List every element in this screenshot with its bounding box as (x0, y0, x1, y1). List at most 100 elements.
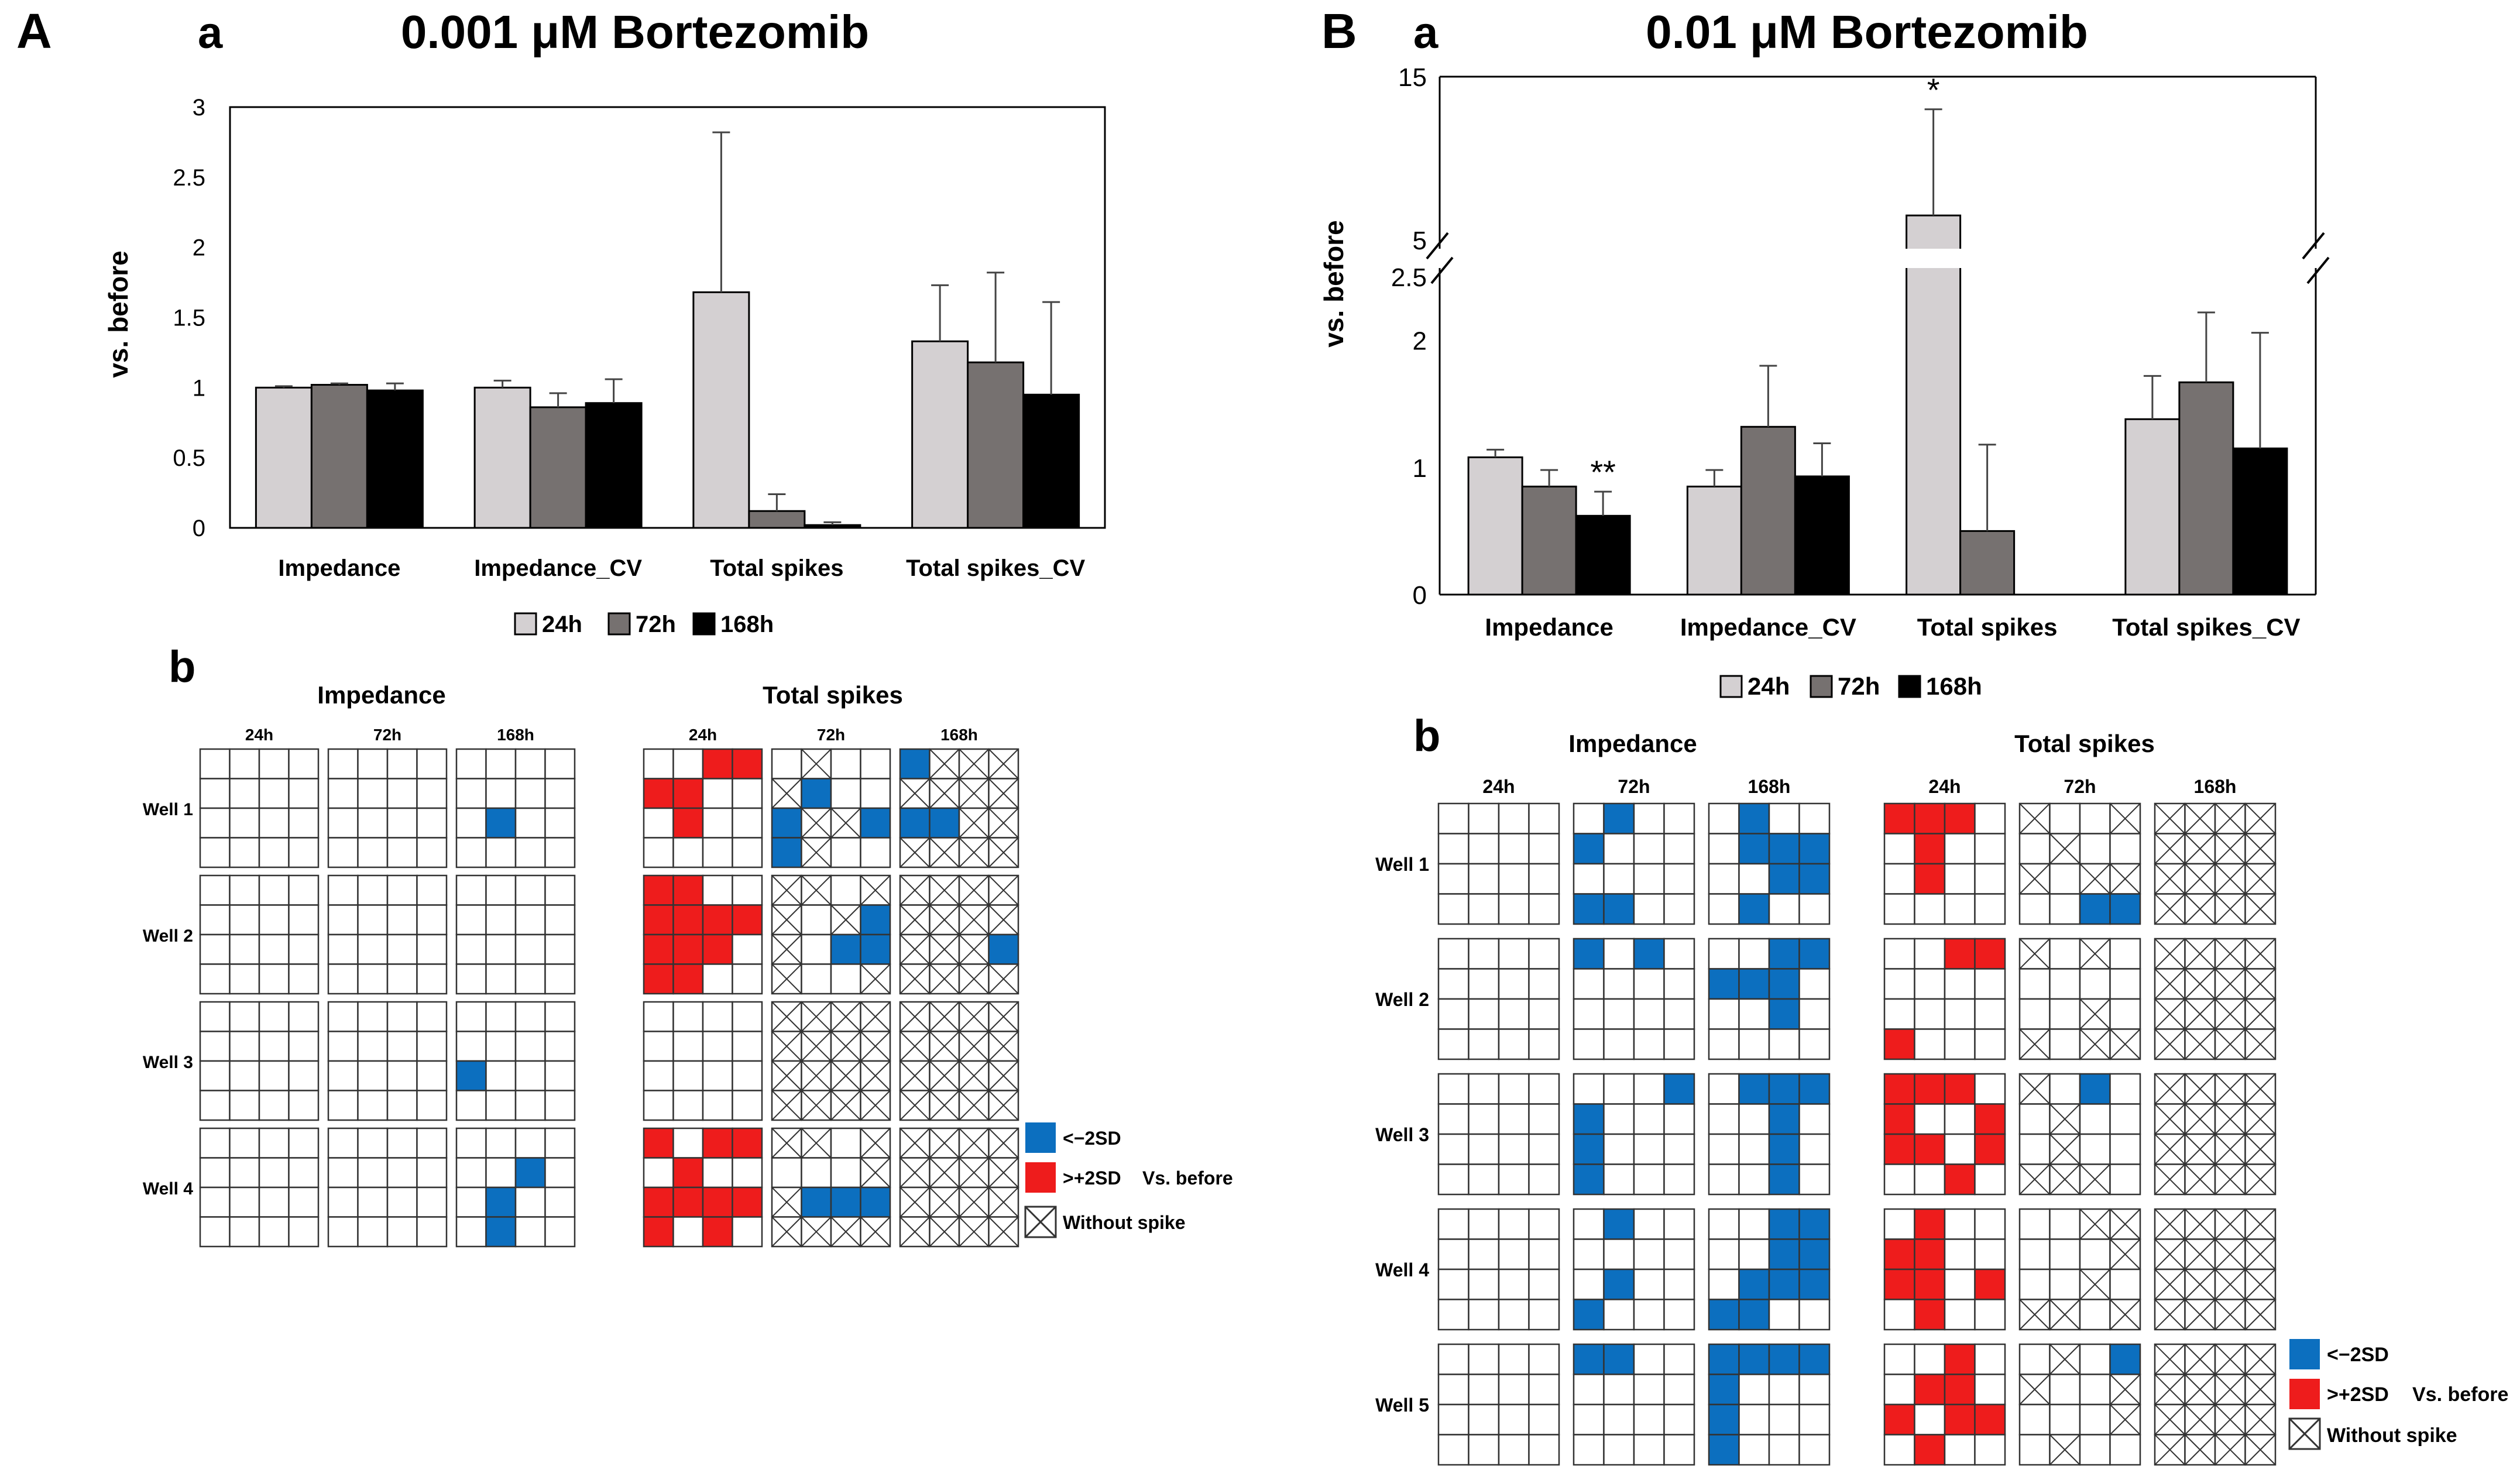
legend-low-label: <−2SD (1063, 1128, 1121, 1149)
spikes-grid (900, 875, 1018, 994)
cell (1634, 1344, 1664, 1375)
panel-b-impedance-heading: Impedance (1568, 730, 1697, 757)
cell (1469, 1165, 1499, 1195)
cell (387, 1061, 417, 1091)
cell (417, 808, 447, 838)
cell (1975, 894, 2006, 925)
cell (1499, 939, 1529, 969)
cell-low (1800, 834, 1830, 864)
cell (1529, 1405, 1560, 1435)
cell (1664, 1104, 1695, 1135)
cell-low (1574, 939, 1604, 969)
cell (2050, 1269, 2080, 1300)
cell (1884, 834, 1915, 864)
cell (358, 1217, 388, 1247)
time-label: 24h (245, 726, 273, 744)
impedance-grid (1438, 1344, 1559, 1465)
cell (1634, 1029, 1664, 1060)
spikes-grid (772, 1128, 890, 1247)
cell-low (1664, 1074, 1695, 1104)
y-tick-label: 0 (1413, 581, 1427, 610)
cell (1800, 1300, 1830, 1330)
cell (289, 1187, 319, 1217)
cell-low (930, 808, 960, 838)
cell (387, 779, 417, 809)
cell (328, 964, 358, 994)
cell (230, 964, 260, 994)
cell (328, 1217, 358, 1247)
cell (417, 779, 447, 809)
cell (1739, 1435, 1770, 1465)
spikes-grid (2020, 1074, 2140, 1194)
cell (486, 1002, 516, 1032)
cell (259, 875, 289, 905)
cell (417, 964, 447, 994)
cell (1499, 1165, 1529, 1195)
cell (1664, 999, 1695, 1029)
cell (1769, 1405, 1800, 1435)
cell (1634, 1435, 1664, 1465)
cell-high (1915, 804, 1945, 834)
cell (1469, 1029, 1499, 1060)
cell-high (733, 749, 763, 779)
cell (387, 1002, 417, 1032)
cell (2020, 1104, 2050, 1135)
cell (259, 838, 289, 868)
cell (328, 1032, 358, 1062)
cell-low (1574, 1104, 1604, 1135)
cell (703, 875, 733, 905)
bar-72h (968, 362, 1024, 528)
cell (230, 1032, 260, 1062)
panel-a-sub-a: a (198, 8, 223, 58)
time-label: 168h (940, 726, 978, 744)
cell (545, 1032, 575, 1062)
impedance-grid (200, 749, 318, 867)
cell (289, 1061, 319, 1091)
bar-72h (311, 385, 367, 528)
bar-24h (1687, 486, 1741, 595)
y-tick-label: 15 (1398, 63, 1427, 92)
spikes-grid (1884, 1074, 2005, 1194)
cell-low (1709, 1375, 1739, 1405)
cell (802, 905, 832, 935)
cell-high (703, 935, 733, 964)
cell (2020, 999, 2050, 1029)
cell (358, 1128, 388, 1158)
cell (1800, 1165, 1830, 1195)
cell (230, 875, 260, 905)
cell (328, 1187, 358, 1217)
cell-low (1709, 1405, 1739, 1435)
cell (2080, 1104, 2110, 1135)
cell (200, 1032, 230, 1062)
x-category-label: Impedance (278, 555, 400, 581)
cell (545, 838, 575, 868)
cell (230, 808, 260, 838)
cell (259, 935, 289, 964)
cell (545, 935, 575, 964)
cell (733, 808, 763, 838)
cell (456, 1032, 486, 1062)
cell (674, 1128, 703, 1158)
cell (230, 749, 260, 779)
cell-low (1709, 1300, 1739, 1330)
legend-swatch-168h (693, 613, 715, 634)
axis-break-mark (1431, 257, 1453, 283)
cell-low (802, 779, 832, 809)
cell (1709, 804, 1739, 834)
cell-low (456, 1061, 486, 1091)
bar-168h (805, 525, 860, 528)
cell (358, 1061, 388, 1091)
cell (1739, 1405, 1770, 1435)
cell (2020, 894, 2050, 925)
time-label: 168h (497, 726, 534, 744)
cell (1975, 1300, 2006, 1330)
cell (1739, 939, 1770, 969)
cell (1499, 999, 1529, 1029)
spikes-grid (772, 749, 890, 867)
cell (1438, 1375, 1469, 1405)
cell-low (1769, 969, 1800, 1000)
panel-a-y-axis-label: vs. before (103, 250, 133, 377)
legend-vs-label: Vs. before (2412, 1383, 2508, 1406)
cell-high (1975, 1405, 2006, 1435)
panel-a-sub-b: b (169, 642, 195, 692)
